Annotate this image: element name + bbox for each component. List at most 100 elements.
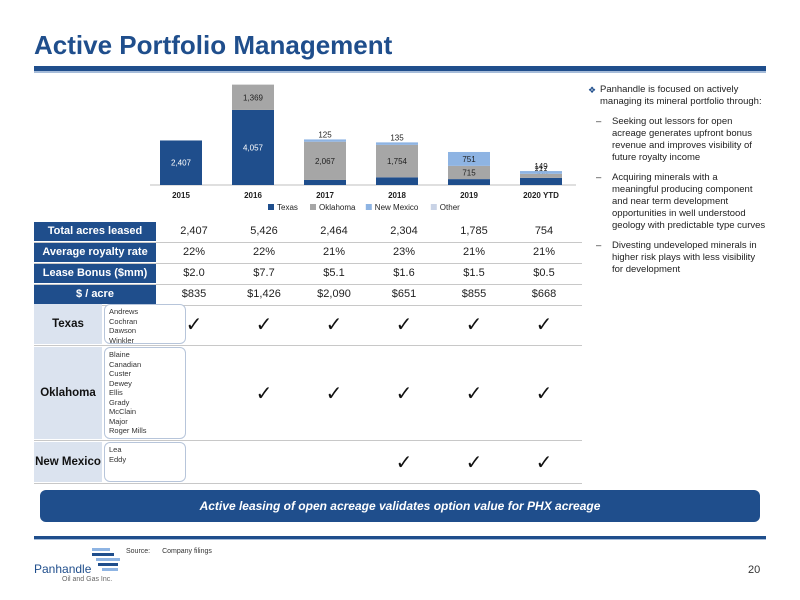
legend-label: Texas: [277, 203, 298, 212]
county-name: McClain: [109, 407, 137, 416]
legend-label: Other: [440, 203, 460, 212]
bar-segment-texas: [448, 179, 490, 185]
side-bullet-text: Divesting undeveloped minerals in higher…: [612, 240, 757, 275]
check-icon: ✓: [255, 314, 273, 336]
logo-subtitle: Oil and Gas Inc.: [62, 576, 113, 583]
bar-segment-oklahoma: [520, 173, 562, 178]
side-lead-text: Panhandle is focused on actively managin…: [600, 84, 762, 107]
page-number: 20: [748, 564, 761, 576]
bar-segment-texas: [160, 140, 202, 185]
metrics-cell: $7.7: [253, 267, 275, 279]
county-name: Dawson: [109, 326, 137, 335]
x-tick-label: 2015: [172, 191, 190, 200]
dash-bullet-icon: –: [596, 172, 602, 183]
data-label: 751: [462, 155, 476, 164]
check-icon: ✓: [465, 383, 483, 405]
legend-label: Oklahoma: [319, 203, 356, 212]
bar-segment-new-mexico: [376, 142, 418, 145]
legend-swatch: [310, 204, 316, 210]
county-name: Roger Mills: [109, 426, 147, 435]
bar-segment-new-mexico: [448, 151, 490, 166]
state-label: Oklahoma: [34, 347, 102, 439]
bar-segment-texas: [304, 179, 346, 185]
metrics-cell: $835: [181, 288, 207, 300]
side-commentary: ❖ Panhandle is focused on actively manag…: [588, 84, 766, 284]
county-name: Blaine: [109, 350, 130, 359]
metrics-cell: 21%: [532, 246, 556, 258]
row-divider: [34, 345, 582, 346]
dash-bullet-icon: –: [596, 240, 602, 251]
row-divider: [34, 263, 582, 264]
side-bullet: – Divesting undeveloped minerals in highe…: [588, 240, 766, 276]
data-label: 125: [318, 130, 332, 139]
diamond-bullet-icon: ❖: [588, 85, 597, 95]
source-note: Source: Company filings: [126, 548, 222, 555]
county-name: Major: [109, 416, 128, 426]
logo-mark-icon: [92, 548, 120, 571]
data-label: 1,369: [243, 93, 264, 102]
metrics-cell: $1,426: [247, 288, 281, 300]
metrics-cell: $5.1: [323, 267, 345, 279]
side-bullet-text: Acquiring minerals with a meaningful pro…: [612, 172, 766, 231]
county-name: Lea: [109, 445, 122, 454]
metrics-row: Total acres leased 2,407 5,426 2,464 2,304 1,…: [34, 222, 582, 243]
metrics-row: Lease Bonus ($mm) $2.0 $7.7 $5.1 $1.6 $1.5 $0.…: [34, 264, 582, 285]
check-icon: ✓: [395, 314, 413, 336]
dash-bullet-icon: –: [596, 116, 602, 127]
check-icon: ✓: [395, 452, 413, 474]
bar-segment-new-mexico: [304, 139, 346, 142]
county-list: Blaine Canadian Custer Dewey Ellis Grady McCla…: [104, 347, 186, 439]
county-name: Winkler: [109, 335, 135, 345]
county-list: Lea Eddy: [104, 442, 186, 482]
state-row: Oklahoma Blaine Canadian Custer Dewey Ellis Gr…: [34, 347, 582, 441]
x-tick-label: 2017: [316, 191, 334, 200]
legend-swatch: [268, 204, 274, 210]
legend-swatch: [365, 204, 372, 210]
metrics-cell: $1.6: [393, 267, 415, 279]
metrics-cell: 2,407: [180, 225, 208, 237]
metrics-row-label: $ / acre: [34, 285, 156, 304]
acres-leased-chart: 2,40720154,0571,36920162722,067125201741…: [150, 84, 576, 212]
side-bullet: – Acquiring minerals with a meaningful pr…: [588, 172, 766, 232]
check-icon: ✓: [325, 314, 343, 336]
metrics-row-label: Total acres leased: [34, 222, 156, 241]
metrics-cell: $0.5: [533, 267, 555, 279]
side-bullet-list: – Seeking out lessors for open acreage ge…: [588, 116, 766, 276]
bar-segment-texas: [232, 109, 274, 185]
county-name: Cochran: [109, 316, 138, 326]
check-icon: ✓: [395, 383, 413, 405]
metrics-cell: $855: [461, 288, 487, 300]
data-label: 2,067: [315, 157, 336, 166]
side-bullet: – Seeking out lessors for open acreage ge…: [588, 116, 766, 164]
bar-segment-oklahoma: [376, 144, 418, 178]
check-icon: ✓: [325, 383, 343, 405]
metrics-cell: 22%: [182, 246, 206, 258]
check-icon: ✓: [465, 314, 483, 336]
x-tick-label: 2020 YTD: [523, 191, 559, 200]
x-tick-label: 2019: [460, 191, 478, 200]
metrics-cell: 5,426: [250, 225, 278, 237]
check-icon: ✓: [535, 314, 553, 336]
bar-segment-oklahoma: [304, 141, 346, 180]
check-icon: ✓: [465, 452, 483, 474]
check-icon: ✓: [535, 452, 553, 474]
county-name: Andrews: [109, 307, 139, 316]
data-label: 149: [534, 162, 548, 171]
row-divider: [34, 284, 582, 285]
conclusion-banner: Active leasing of open acreage validates…: [40, 490, 760, 522]
row-divider: [34, 242, 582, 243]
metrics-cell: $651: [391, 288, 417, 300]
county-name: Ellis: [109, 388, 123, 397]
data-label: 1,754: [387, 157, 408, 166]
title-underline-accent: [34, 71, 766, 73]
metrics-cell: 21%: [462, 246, 486, 258]
county-name: Dewey: [109, 378, 132, 388]
side-lead: ❖ Panhandle is focused on actively manag…: [588, 84, 766, 108]
metrics-row-label: Average royalty rate: [34, 243, 156, 262]
data-label: 4,057: [243, 143, 264, 152]
metrics-cell: 2,304: [390, 225, 418, 237]
title-underline: [34, 66, 766, 71]
data-label: 2,407: [171, 159, 192, 168]
row-divider: [34, 440, 582, 441]
metrics-cell: $2,090: [317, 288, 351, 300]
